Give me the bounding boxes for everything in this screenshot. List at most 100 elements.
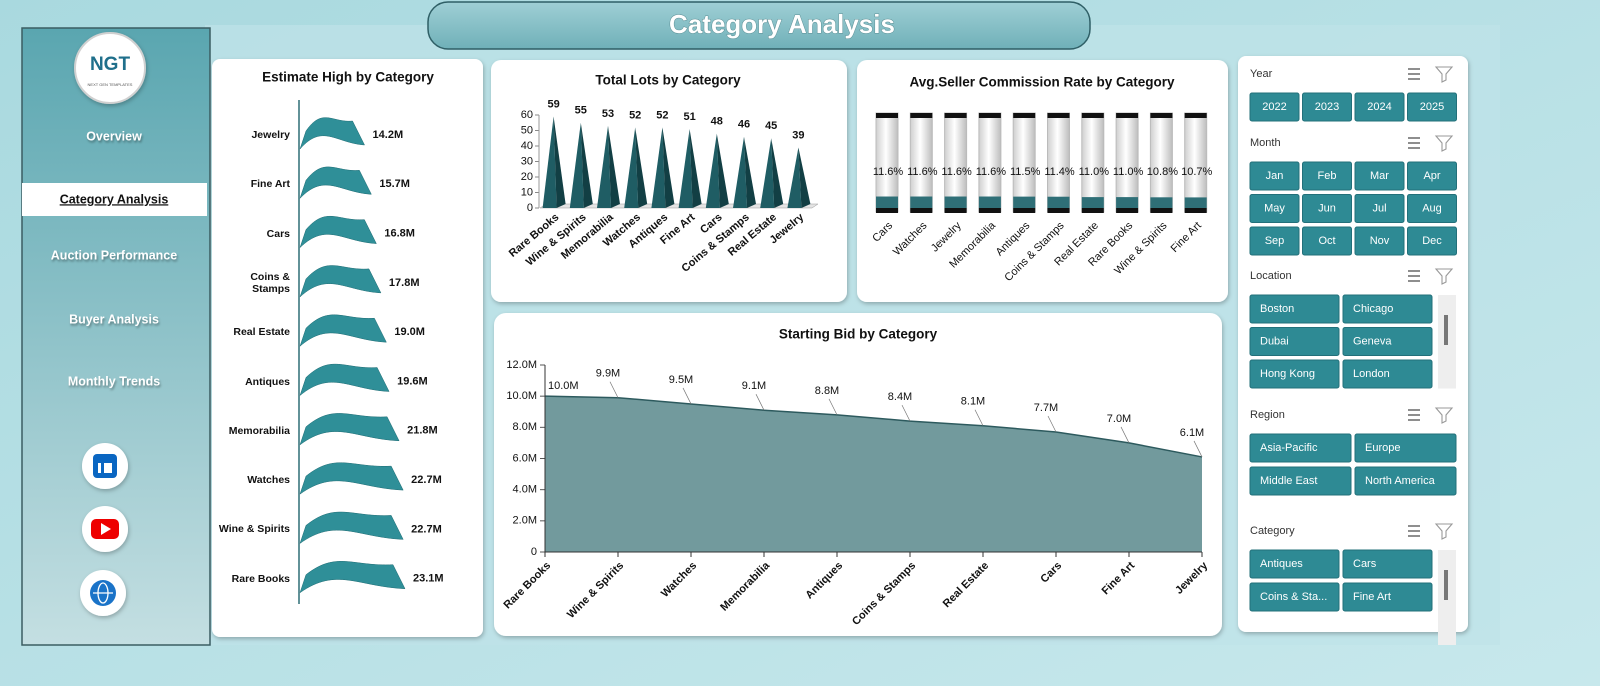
slicer-item[interactable]: Dubai: [1260, 335, 1289, 347]
value-label: 22.7M: [411, 474, 442, 486]
slicer-button[interactable]: [1407, 161, 1457, 191]
bar: [1047, 196, 1070, 208]
slicer-button[interactable]: [1354, 92, 1405, 122]
slicer-item[interactable]: Apr: [1423, 170, 1440, 182]
slicer-button[interactable]: [1354, 466, 1457, 496]
slicer-item[interactable]: Boston: [1260, 303, 1294, 315]
nav-item[interactable]: Category Analysis: [60, 192, 169, 206]
slicer-item[interactable]: 2023: [1315, 101, 1339, 113]
cap: [910, 113, 933, 118]
cap: [910, 208, 933, 213]
cap: [1150, 208, 1173, 213]
nav-item[interactable]: Auction Performance: [51, 248, 177, 262]
value-label: 17.8M: [389, 277, 420, 289]
slicer-item[interactable]: 2025: [1420, 101, 1444, 113]
scroll-thumb[interactable]: [1444, 570, 1448, 600]
slicer-item[interactable]: Jan: [1266, 170, 1284, 182]
multi-select-icon[interactable]: [1408, 137, 1420, 149]
slicer-button[interactable]: [1302, 194, 1352, 223]
slicer-item[interactable]: Jul: [1372, 202, 1386, 214]
slicer-item[interactable]: North America: [1365, 475, 1436, 487]
value-label: 19.6M: [397, 375, 428, 387]
slicer-button[interactable]: [1407, 226, 1457, 256]
bar: [944, 196, 967, 208]
slicer-button[interactable]: [1354, 194, 1405, 223]
slicer-button[interactable]: [1249, 194, 1300, 223]
multi-select-icon[interactable]: [1408, 68, 1420, 80]
slicer-button[interactable]: [1249, 161, 1300, 191]
leader-line: [828, 398, 838, 416]
slicer-button[interactable]: [1407, 92, 1457, 122]
slicer-item[interactable]: Cars: [1353, 558, 1377, 570]
slicer-item[interactable]: Aug: [1422, 202, 1442, 214]
multi-select-icon[interactable]: [1408, 409, 1420, 421]
slicer-item[interactable]: Nov: [1370, 235, 1390, 247]
slicer-button[interactable]: [1249, 549, 1340, 579]
slicer-item[interactable]: Hong Kong: [1260, 368, 1315, 380]
slicer-item[interactable]: Chicago: [1353, 303, 1393, 315]
slicer-item[interactable]: Coins & Sta...: [1260, 591, 1327, 603]
slicer-button[interactable]: [1249, 433, 1352, 463]
clear-filter-icon[interactable]: [1434, 135, 1454, 152]
slicer-item[interactable]: Feb: [1318, 170, 1337, 182]
slicer-button[interactable]: [1407, 194, 1457, 223]
bar: [299, 462, 404, 495]
multi-select-icon[interactable]: [1408, 270, 1420, 282]
slicer-item[interactable]: May: [1264, 202, 1285, 214]
scroll-thumb[interactable]: [1444, 315, 1448, 345]
slicer-item[interactable]: Geneva: [1353, 335, 1392, 347]
slicer-item[interactable]: 2024: [1367, 101, 1391, 113]
pyramid-side: [608, 125, 620, 208]
clear-filter-icon[interactable]: [1434, 523, 1454, 540]
value-label: 52: [629, 109, 641, 121]
slicer-button[interactable]: [1302, 226, 1352, 256]
slicer-button[interactable]: [1354, 226, 1405, 256]
slicer-button[interactable]: [1342, 294, 1433, 324]
slicer-item[interactable]: Sep: [1265, 235, 1285, 247]
panel: [212, 59, 483, 637]
slicer-button[interactable]: [1302, 161, 1352, 191]
nav-active: [22, 183, 207, 216]
nav-item[interactable]: Overview: [86, 129, 142, 143]
slicer-button[interactable]: [1249, 359, 1340, 389]
slicer-button[interactable]: [1342, 359, 1433, 389]
slicer-button[interactable]: [1354, 161, 1405, 191]
multi-select-icon[interactable]: [1408, 525, 1420, 537]
slicer-item[interactable]: Jun: [1318, 202, 1336, 214]
social-links: [80, 443, 128, 616]
slicer-item[interactable]: Dec: [1422, 235, 1442, 247]
slicer-item[interactable]: Middle East: [1260, 475, 1317, 487]
slicer-item[interactable]: Mar: [1370, 170, 1389, 182]
clear-filter-icon[interactable]: [1434, 268, 1454, 285]
slicer-item[interactable]: Antiques: [1260, 558, 1303, 570]
slicer-button[interactable]: [1354, 433, 1457, 463]
clear-filter-icon[interactable]: [1434, 407, 1454, 424]
slicer-button[interactable]: [1249, 582, 1340, 612]
clear-filter-icon[interactable]: [1434, 66, 1454, 83]
pyramid-side: [798, 147, 811, 208]
slicer-item[interactable]: Oct: [1318, 235, 1335, 247]
value-label: 11.5%: [1010, 166, 1041, 178]
slicer-button[interactable]: [1249, 226, 1300, 256]
sidebar: [21, 27, 211, 646]
slicer-button[interactable]: [1302, 92, 1352, 122]
cap: [1013, 208, 1036, 213]
slicer-button[interactable]: [1249, 327, 1340, 356]
nav-item[interactable]: Monthly Trends: [68, 374, 160, 388]
y-tick-label-text: Fine Art: [250, 178, 290, 191]
leader-line: [1193, 440, 1203, 458]
cap: [944, 113, 967, 118]
slicer-button[interactable]: [1342, 549, 1433, 579]
slicer-item[interactable]: 2022: [1262, 101, 1286, 113]
slicer-button[interactable]: [1342, 582, 1433, 612]
slicer-item[interactable]: Europe: [1365, 442, 1400, 454]
nav-item[interactable]: Buyer Analysis: [69, 312, 159, 326]
slicer-item[interactable]: Fine Art: [1353, 591, 1391, 603]
slicer-item[interactable]: Asia-Pacific: [1260, 442, 1318, 454]
slicer-button[interactable]: [1249, 92, 1300, 122]
slicer-button[interactable]: [1249, 466, 1352, 496]
slicer-button[interactable]: [1342, 327, 1433, 356]
slicer-button[interactable]: [1249, 294, 1340, 324]
cap: [876, 113, 898, 118]
slicer-item[interactable]: London: [1353, 368, 1390, 380]
